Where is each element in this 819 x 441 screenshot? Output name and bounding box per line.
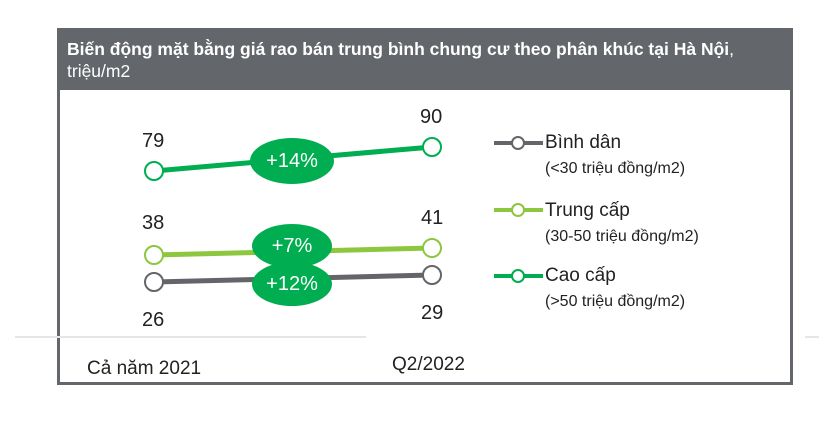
change-bubble-cao-cap: [250, 138, 334, 184]
marker-binh-dan-2021: [144, 272, 164, 292]
change-text-trung-cap: +7%: [271, 235, 313, 257]
value-trung-cap-q2-2022: 41: [421, 207, 444, 229]
series-cao-cap: [144, 137, 442, 184]
legend-range-cao-cap: (>50 triệu đồng/m2): [545, 293, 686, 310]
legend-range-trung-cap: (30-50 triệu đồng/m2): [545, 228, 699, 245]
marker-cao-cap-q2-2022: [422, 137, 442, 157]
chart-title: Biến động mặt bằng giá rao bán trung bìn…: [67, 39, 730, 59]
legend-icon-cao-cap: [494, 269, 543, 283]
legend-icon-trung-cap: [494, 203, 543, 217]
marker-cao-cap-2021: [144, 161, 164, 181]
change-text-binh-dan: +12%: [266, 273, 318, 295]
legend-label-cao-cap: Cao cấp: [545, 265, 616, 286]
x-label-2021: Cả năm 2021: [87, 358, 202, 379]
value-binh-dan-2021: 26: [142, 309, 165, 331]
legend-range-binh-dan: (<30 triệu đồng/m2): [545, 160, 686, 177]
marker-binh-dan-q2-2022: [422, 265, 442, 285]
separator-line: [15, 336, 366, 338]
value-trung-cap-2021: 38: [142, 212, 165, 234]
separator-line: [805, 336, 819, 338]
change-bubble-binh-dan: [252, 262, 332, 306]
marker-trung-cap-q2-2022: [422, 238, 442, 258]
change-text-cao-cap: +14%: [266, 150, 318, 172]
legend-icon-binh-dan: [494, 136, 543, 150]
value-cao-cap-2021: 79: [142, 130, 165, 152]
marker-trung-cap-2021: [144, 245, 164, 265]
chart-header: Biến động mặt bằng giá rao bán trung bìn…: [57, 28, 793, 90]
chart-unit: , triệu/m2: [67, 39, 735, 81]
legend-label-binh-dan: Bình dân: [545, 132, 622, 153]
value-binh-dan-q2-2022: 29: [421, 302, 444, 324]
legend-label-trung-cap: Trung cấp: [545, 200, 630, 221]
change-bubble-trung-cap: [252, 224, 332, 268]
x-label-q2-2022: Q2/2022: [392, 354, 465, 375]
value-cao-cap-q2-2022: 90: [420, 106, 443, 128]
